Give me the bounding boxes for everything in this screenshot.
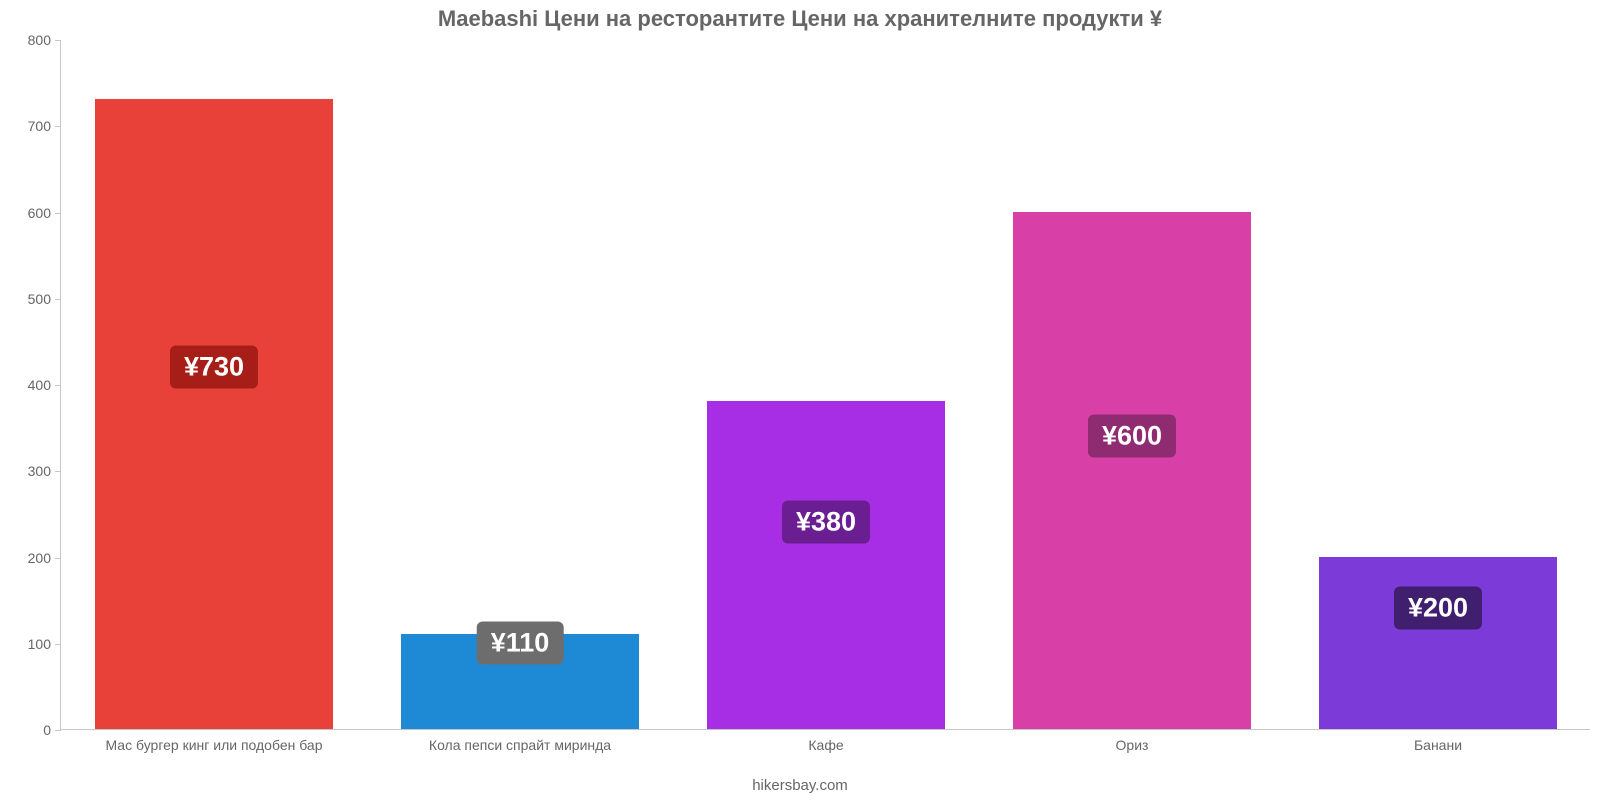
chart-footer: hikersbay.com xyxy=(0,777,1600,794)
bar-slot: ¥110Кола пепси спрайт миринда xyxy=(367,39,673,729)
y-tick-mark xyxy=(55,644,61,645)
value-badge: ¥600 xyxy=(1088,414,1176,457)
value-badge: ¥380 xyxy=(782,501,870,544)
y-tick-mark xyxy=(55,40,61,41)
bar xyxy=(95,99,334,729)
bar xyxy=(1013,212,1252,730)
value-badge: ¥110 xyxy=(477,621,564,664)
bars-container: ¥730Мас бургер кинг или подобен бар¥110К… xyxy=(61,40,1590,729)
plot-area: ¥730Мас бургер кинг или подобен бар¥110К… xyxy=(60,40,1590,730)
bar-slot: ¥730Мас бургер кинг или подобен бар xyxy=(61,39,367,729)
x-category-label: Мас бургер кинг или подобен бар xyxy=(105,737,322,753)
y-tick-mark xyxy=(55,385,61,386)
bar-slot: ¥600Ориз xyxy=(979,39,1285,729)
x-category-label: Ориз xyxy=(1116,737,1149,753)
y-tick-mark xyxy=(55,299,61,300)
chart-title: Maebashi Цени на ресторантите Цени на хр… xyxy=(0,0,1600,38)
value-badge: ¥730 xyxy=(170,345,258,388)
y-tick-mark xyxy=(55,471,61,472)
bar-chart: Maebashi Цени на ресторантите Цени на хр… xyxy=(0,0,1600,800)
x-category-label: Кафе xyxy=(808,737,843,753)
y-tick-mark xyxy=(55,558,61,559)
y-tick-mark xyxy=(55,213,61,214)
x-category-label: Кола пепси спрайт миринда xyxy=(429,737,611,753)
bar-slot: ¥380Кафе xyxy=(673,39,979,729)
y-tick-mark xyxy=(55,730,61,731)
bar-slot: ¥200Банани xyxy=(1285,39,1591,729)
y-tick-mark xyxy=(55,126,61,127)
x-category-label: Банани xyxy=(1414,737,1462,753)
bar xyxy=(1319,557,1558,730)
bar xyxy=(707,401,946,729)
value-badge: ¥200 xyxy=(1394,587,1482,630)
